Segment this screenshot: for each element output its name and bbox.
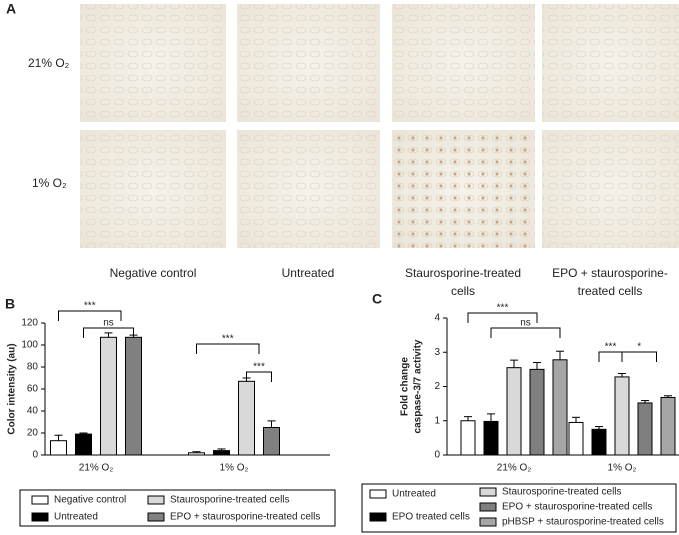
panel-label: B xyxy=(5,296,15,312)
significance-label: *** xyxy=(497,303,509,314)
y-tick-label: 60 xyxy=(27,384,39,395)
legend-swatch xyxy=(147,495,165,505)
x-tick-label: 1% O₂ xyxy=(220,463,249,474)
y-axis-title: caspase-3/7 activity xyxy=(413,339,424,433)
significance-bracket xyxy=(621,351,657,362)
legend-swatch xyxy=(369,489,387,499)
bar xyxy=(238,380,255,456)
bar xyxy=(552,359,568,456)
bar xyxy=(660,396,676,456)
micrograph-texture xyxy=(237,4,380,122)
bar xyxy=(100,336,117,456)
bar xyxy=(460,420,476,456)
y-tick-label: 4 xyxy=(434,313,440,324)
panel-label: C xyxy=(372,291,382,307)
significance-bracket xyxy=(246,371,272,382)
significance-bracket xyxy=(490,327,561,338)
significance-label: *** xyxy=(84,301,96,312)
legend-label: Untreated xyxy=(54,512,98,523)
y-tick-label: 80 xyxy=(27,362,39,373)
legend-swatch xyxy=(479,487,497,497)
legend-box xyxy=(19,489,336,527)
significance-bracket xyxy=(58,310,122,321)
bar xyxy=(614,376,630,456)
significance-bracket xyxy=(467,312,538,323)
significance-label: *** xyxy=(222,334,234,345)
micrograph-texture xyxy=(392,130,535,248)
row-label: 1% O₂ xyxy=(32,176,67,190)
bar xyxy=(568,421,584,456)
legend-swatch xyxy=(31,512,49,522)
legend-label: EPO + staurosporine-treated cells xyxy=(170,512,320,523)
micrograph-texture xyxy=(237,130,380,248)
legend-swatch xyxy=(31,495,49,505)
column-label: Untreated xyxy=(281,266,335,280)
legend-box xyxy=(361,483,677,533)
y-tick-label: 20 xyxy=(27,428,39,439)
bar xyxy=(213,450,230,456)
micrograph-texture xyxy=(392,4,535,122)
significance-label: ns xyxy=(520,318,531,329)
column-label: EPO + staurosporine-treated cells xyxy=(552,266,668,298)
bar xyxy=(591,428,607,456)
y-tick-label: 2 xyxy=(434,381,440,392)
x-tick-label: 21% O₂ xyxy=(497,463,532,474)
legend-label: EPO + staurosporine-treated cells xyxy=(502,502,652,513)
significance-bracket xyxy=(196,343,260,354)
y-tick-label: 120 xyxy=(21,318,38,329)
bar xyxy=(50,440,67,456)
bar xyxy=(263,427,280,456)
x-tick-label: 21% O₂ xyxy=(79,463,114,474)
legend-label: Negative control xyxy=(54,495,126,506)
y-tick-label: 0 xyxy=(434,450,440,461)
legend-swatch xyxy=(147,512,165,522)
legend-swatch xyxy=(479,517,497,527)
bar xyxy=(506,367,522,456)
significance-bracket xyxy=(598,351,623,362)
y-tick-label: 0 xyxy=(32,450,38,461)
y-tick-label: 40 xyxy=(27,406,39,417)
legend-label: Untreated xyxy=(392,489,436,500)
significance-label: * xyxy=(637,342,641,353)
panel-label: A xyxy=(6,1,16,17)
y-tick-label: 100 xyxy=(21,340,38,351)
legend-swatch xyxy=(479,502,497,512)
y-tick-label: 1 xyxy=(434,415,440,426)
y-axis-title: Fold change xyxy=(400,357,411,416)
bar xyxy=(75,433,92,456)
bar xyxy=(637,402,653,456)
significance-bracket xyxy=(83,327,134,338)
significance-label: *** xyxy=(253,362,265,373)
y-axis-title: Color intensity (au) xyxy=(7,343,18,434)
x-tick-label: 1% O₂ xyxy=(608,463,637,474)
significance-label: *** xyxy=(605,342,617,353)
column-label: Staurosporine-treated cells xyxy=(404,266,522,298)
significance-label: ns xyxy=(103,318,114,329)
bar xyxy=(188,452,205,456)
micrographs xyxy=(80,4,679,248)
micrograph-texture xyxy=(542,130,679,248)
row-label: 21% O₂ xyxy=(28,56,70,70)
bar xyxy=(125,336,142,456)
legend-label: EPO treated cells xyxy=(392,512,470,523)
column-label: Negative control xyxy=(109,266,197,280)
bar xyxy=(529,368,545,456)
micrograph-texture xyxy=(80,4,226,122)
legend-label: Staurosporine-treated cells xyxy=(502,487,622,498)
legend-swatch xyxy=(369,512,387,522)
y-tick-label: 3 xyxy=(434,347,440,358)
micrograph-texture xyxy=(80,130,226,248)
micrograph-texture xyxy=(542,4,679,122)
bar xyxy=(483,420,499,456)
legend-label: Staurosporine-treated cells xyxy=(170,495,290,506)
legend-label: pHBSP + staurosporine-treated cells xyxy=(502,517,664,528)
